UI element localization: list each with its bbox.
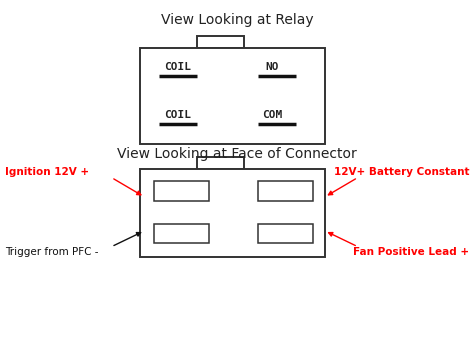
- Text: Trigger from PFC -: Trigger from PFC -: [5, 247, 98, 257]
- Text: COIL: COIL: [164, 62, 191, 72]
- Text: Fan Positive Lead +: Fan Positive Lead +: [353, 247, 469, 257]
- Text: View Looking at Relay: View Looking at Relay: [161, 12, 313, 27]
- Bar: [258, 181, 313, 201]
- Text: View Looking at Face of Connector: View Looking at Face of Connector: [117, 147, 357, 162]
- Bar: [154, 181, 209, 201]
- Bar: [140, 169, 325, 257]
- Bar: [140, 48, 325, 144]
- Bar: [197, 157, 244, 169]
- Text: NO: NO: [266, 62, 279, 72]
- Text: 12V+ Battery Constant: 12V+ Battery Constant: [334, 167, 469, 177]
- Text: Ignition 12V +: Ignition 12V +: [5, 167, 89, 177]
- Text: COIL: COIL: [164, 110, 191, 120]
- Bar: [258, 224, 313, 243]
- Text: COM: COM: [263, 110, 283, 120]
- Bar: [197, 36, 244, 48]
- Bar: [154, 224, 209, 243]
